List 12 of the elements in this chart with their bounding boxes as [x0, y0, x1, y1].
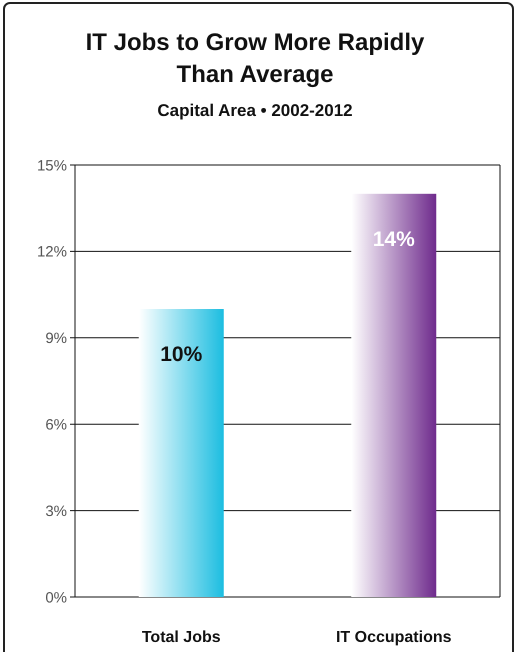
- chart-title: IT Jobs to Grow More Rapidly Than Average: [86, 29, 425, 88]
- y-tick-label: 0%: [45, 589, 67, 606]
- y-tick-label: 15%: [36, 157, 67, 174]
- x-tick-label: IT Occupations: [336, 629, 452, 646]
- y-tick-label: 6%: [45, 416, 67, 434]
- x-tick-label: Total Jobs: [142, 629, 221, 646]
- chart-subtitle: Capital Area • 2002-2012: [157, 101, 353, 120]
- data-label: 14%: [372, 228, 416, 251]
- data-label: 10%: [160, 343, 203, 366]
- y-tick-label: 12%: [36, 244, 67, 261]
- y-tick-label: 3%: [45, 502, 67, 520]
- y-tick-label: 9%: [45, 330, 67, 348]
